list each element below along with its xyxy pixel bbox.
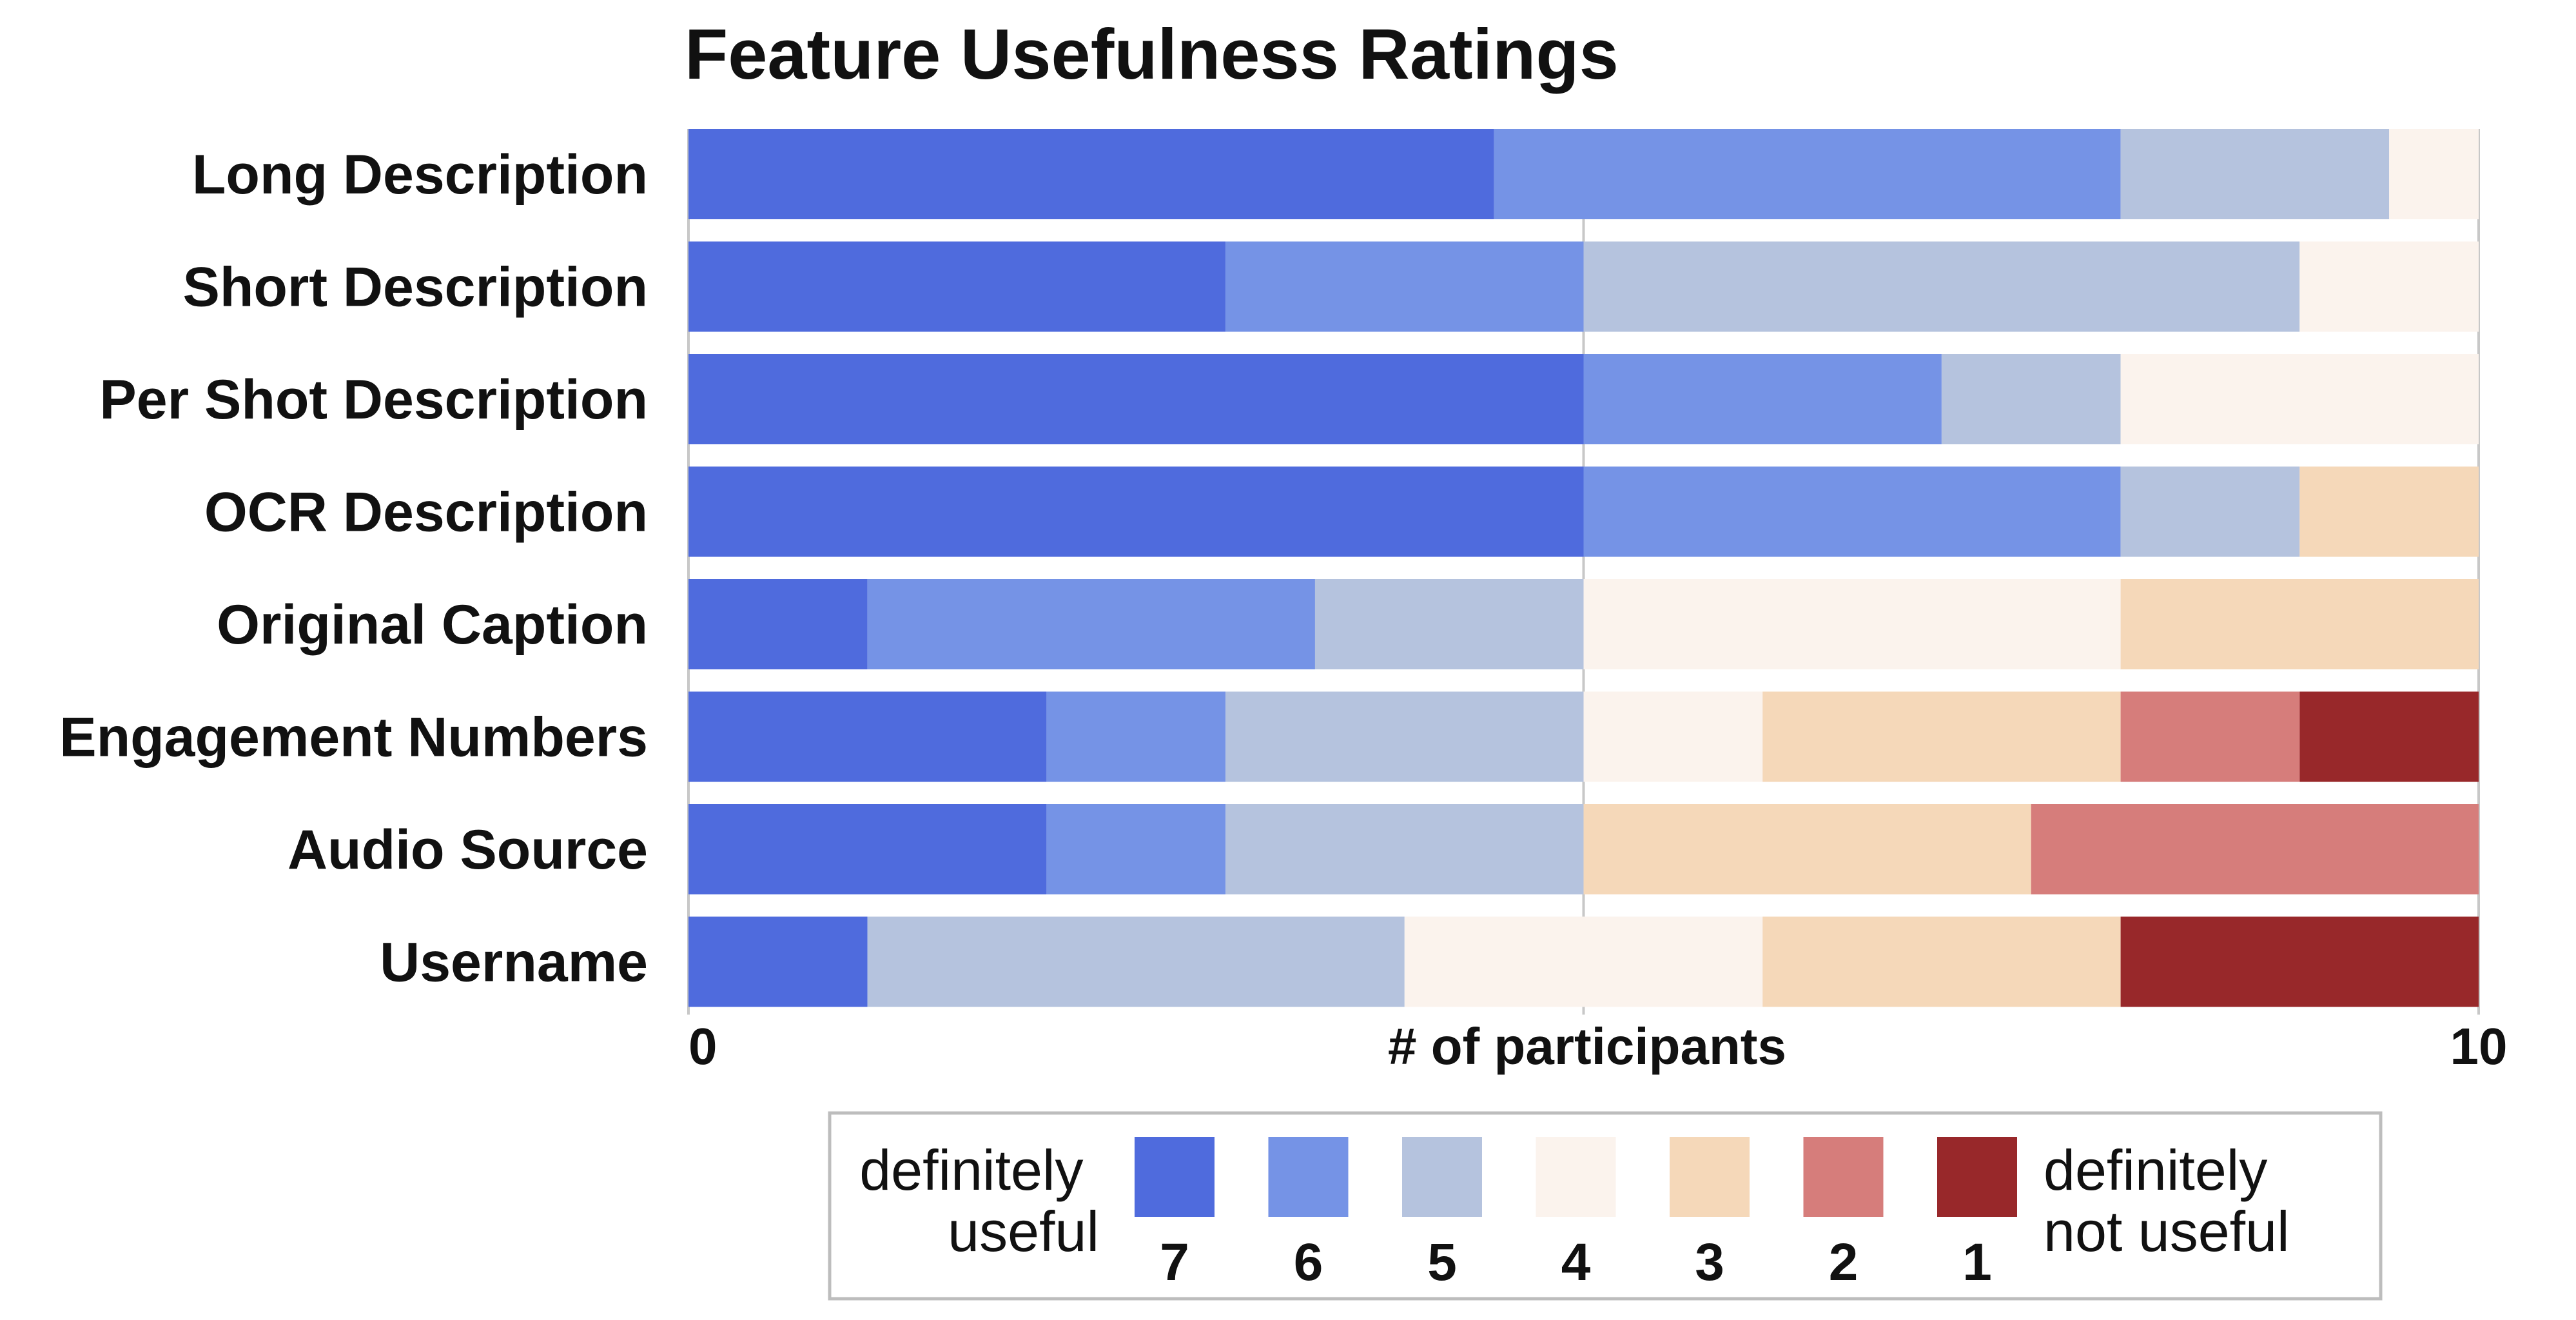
bar-segment [2031,804,2479,894]
bar-segment [688,466,1584,557]
category-labels: Long Description Short Description Per Sho… [59,144,648,994]
bar-segment [1583,691,1763,782]
legend-right-label: definitely not useful [2044,1138,2290,1263]
bar-segment [1583,354,1942,444]
bars [688,129,2479,1007]
legend-rating-label: 4 [1561,1233,1591,1292]
chart-title: Feature Usefulness Ratings [685,15,1619,94]
bar-segment [1762,691,2121,782]
bar-segment [2120,691,2300,782]
category-label: Long Description [192,144,648,206]
legend-left-line1: definitely [859,1138,1083,1202]
bar-segment [1225,691,1584,782]
bar-segment [1762,916,2121,1007]
category-label: Audio Source [288,819,648,881]
bar-segment [1314,579,1584,669]
category-label: Original Caption [217,594,648,656]
bar-segment [2299,691,2479,782]
category-label: Per Shot Description [99,369,648,431]
legend-rating-label: 7 [1160,1233,1189,1292]
bar-segment [688,241,1226,332]
bar-segment [2120,354,2479,444]
legend-swatch [1937,1137,2017,1217]
legend-rating-label: 2 [1829,1233,1859,1292]
x-axis-title: # of participants [1388,1018,1786,1075]
category-label: Username [380,932,648,994]
bar-segment [2120,579,2479,669]
bar-segment [1225,241,1584,332]
legend: definitely useful 7 6 5 4 3 2 1 definitely not… [828,1111,2383,1301]
category-label: OCR Description [204,482,648,544]
category-label: Engagement Numbers [59,707,648,769]
bar-segment [2299,241,2479,332]
legend-swatch [1670,1137,1750,1217]
x-tick-label: 10 [2450,1018,2508,1075]
legend-swatch [1402,1137,1482,1217]
legend-swatches: 7 6 5 4 3 2 1 [1135,1137,2017,1292]
bar-segment [2120,916,2479,1007]
legend-rating-label: 1 [1962,1233,1992,1292]
bar-segment [688,804,1047,894]
bar-segment [1941,354,2121,444]
bar-segment [1583,241,2300,332]
legend-left-line2: useful [948,1199,1099,1263]
bar-segment [1046,804,1226,894]
bar-segment [1583,579,2121,669]
bar-segment [688,354,1584,444]
bar-segment [688,916,868,1007]
legend-swatch [1803,1137,1884,1217]
bar-segment [1583,466,2121,557]
legend-right-line1: definitely [2044,1138,2267,1202]
legend-swatch [1135,1137,1215,1217]
legend-swatch [1536,1137,1616,1217]
x-tick-label: 0 [688,1018,717,1075]
bar-segment [688,129,1494,219]
bar-segment [2389,129,2479,219]
bar-segment [1404,916,1763,1007]
legend-rating-label: 6 [1294,1233,1323,1292]
bar-segment [688,691,1047,782]
bar-segment [2299,466,2479,557]
bar-segment [1494,129,2121,219]
bar-segment [867,579,1315,669]
x-axis: 0 10 [688,1018,2507,1075]
bar-segment [688,579,868,669]
bar-segment [867,916,1405,1007]
bar-segment [2120,129,2390,219]
bar-segment [2120,466,2300,557]
legend-rating-label: 5 [1427,1233,1457,1292]
category-label: Short Description [182,257,648,319]
legend-rating-label: 3 [1695,1233,1724,1292]
legend-right-line2: not useful [2044,1199,2290,1263]
bar-segment [1046,691,1226,782]
legend-swatch [1268,1137,1349,1217]
bar-segment [1225,804,1584,894]
legend-left-label: definitely useful [859,1138,1099,1263]
bar-segment [1583,804,2031,894]
